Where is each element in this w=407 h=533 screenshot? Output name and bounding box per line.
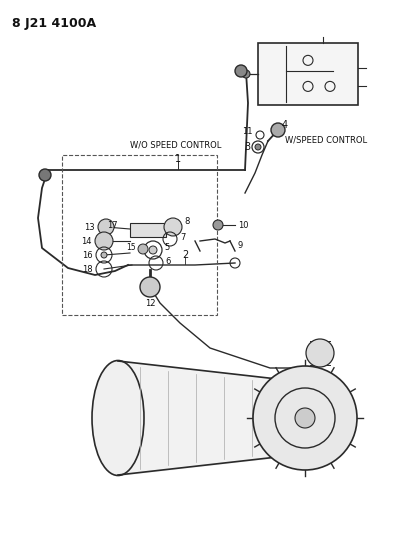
- Text: 2: 2: [182, 250, 188, 260]
- Circle shape: [242, 70, 250, 78]
- Circle shape: [253, 366, 357, 470]
- Text: 5: 5: [164, 243, 169, 252]
- Ellipse shape: [92, 360, 144, 475]
- Circle shape: [140, 277, 160, 297]
- Text: 18: 18: [82, 264, 93, 273]
- Text: 8: 8: [184, 216, 189, 225]
- Circle shape: [149, 246, 157, 254]
- Text: 7: 7: [180, 232, 185, 241]
- Text: 4: 4: [282, 120, 288, 130]
- Circle shape: [101, 252, 107, 258]
- Text: 11: 11: [243, 127, 253, 136]
- Text: 10: 10: [238, 221, 249, 230]
- Text: 15: 15: [127, 243, 136, 252]
- Text: W/O SPEED CONTROL: W/O SPEED CONTROL: [130, 141, 221, 150]
- Circle shape: [271, 123, 285, 137]
- Circle shape: [164, 218, 182, 236]
- Circle shape: [306, 339, 334, 367]
- Text: 9: 9: [238, 240, 243, 249]
- Circle shape: [39, 169, 51, 181]
- Bar: [62, 155, 217, 315]
- Text: 16: 16: [82, 251, 93, 260]
- Circle shape: [235, 65, 247, 77]
- Circle shape: [138, 244, 148, 254]
- Text: W/SPEED CONTROL: W/SPEED CONTROL: [285, 135, 367, 144]
- Text: 3: 3: [244, 142, 250, 152]
- Bar: [258, 43, 358, 105]
- Circle shape: [255, 144, 261, 150]
- Circle shape: [295, 408, 315, 428]
- Text: 17: 17: [107, 221, 118, 230]
- Circle shape: [98, 219, 114, 235]
- Text: 1: 1: [175, 154, 181, 164]
- Text: 12: 12: [145, 298, 155, 308]
- Text: 13: 13: [84, 222, 95, 231]
- Text: 14: 14: [81, 237, 92, 246]
- Bar: [130, 223, 166, 237]
- Circle shape: [95, 232, 113, 250]
- Circle shape: [213, 220, 223, 230]
- Text: 6: 6: [165, 256, 171, 265]
- Text: 8 J21 4100A: 8 J21 4100A: [12, 17, 96, 30]
